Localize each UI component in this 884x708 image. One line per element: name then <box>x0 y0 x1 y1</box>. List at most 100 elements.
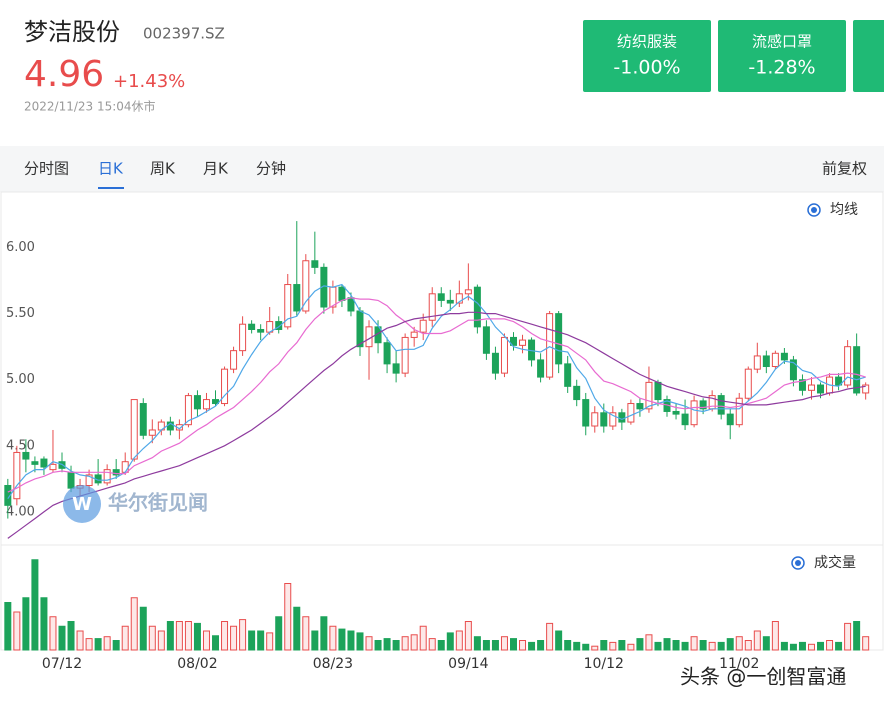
candle-body <box>798 379 806 391</box>
candle-body <box>473 286 481 328</box>
volume-bar <box>645 634 653 651</box>
volume-bar <box>130 597 138 651</box>
volume-bar <box>546 622 554 651</box>
volume-bar <box>609 641 617 651</box>
volume-bar <box>230 625 238 651</box>
volume-bar <box>699 640 707 651</box>
tab-active[interactable]: 日K <box>98 160 124 178</box>
volume-bar <box>383 638 391 651</box>
candle-body <box>546 313 554 378</box>
adjust-toggle[interactable]: 前复权 <box>822 160 867 178</box>
timestamp: 2022/11/23 15:04休市 <box>24 99 156 114</box>
ma-line <box>7 283 866 500</box>
candle-body <box>582 399 590 427</box>
volume-bar <box>636 638 644 651</box>
volume-bar <box>780 641 788 651</box>
sector-card[interactable] <box>718 20 846 92</box>
volume-bar <box>428 638 436 651</box>
candle-body <box>862 384 870 394</box>
candle-body <box>302 260 310 312</box>
volume-bar <box>573 641 581 651</box>
volume-bar <box>193 622 201 651</box>
volume-bar <box>663 638 671 651</box>
tab[interactable]: 分钟 <box>256 160 286 178</box>
volume-bar <box>347 630 355 651</box>
volume-bar <box>257 630 265 651</box>
candle-body <box>4 485 12 506</box>
y-tick-label: 6.00 <box>6 240 35 255</box>
candle-body <box>627 403 635 423</box>
candle-body <box>202 399 210 410</box>
volume-bar <box>239 619 247 651</box>
watermark-logo <box>63 485 101 523</box>
candle-body <box>573 385 581 401</box>
candle-body <box>835 376 843 386</box>
volume-bar <box>284 583 292 651</box>
volume-bar <box>726 638 734 651</box>
candle-body <box>645 381 653 410</box>
volume-bar <box>717 641 725 651</box>
candle-body <box>257 328 265 333</box>
candle-body <box>717 395 725 415</box>
candle-body <box>428 293 436 321</box>
volume-bar <box>690 636 698 651</box>
x-tick-label: 11/02 <box>719 656 759 672</box>
volume-bar <box>744 640 752 651</box>
volume-bar <box>844 622 852 651</box>
volume-bar <box>31 559 39 651</box>
legend-radio-dot <box>811 207 817 213</box>
volume-bar <box>175 621 183 651</box>
x-tick-label: 07/12 <box>42 656 82 672</box>
sector-card[interactable] <box>853 20 884 92</box>
volume-bar <box>762 636 770 651</box>
candle-body <box>744 368 752 399</box>
candle-body <box>239 323 247 352</box>
volume-bar <box>519 640 527 651</box>
candle-body <box>437 293 445 301</box>
volume-bar <box>464 621 472 651</box>
candle-body <box>464 289 472 295</box>
x-tick-label: 09/14 <box>448 656 488 672</box>
volume-bar <box>582 643 590 651</box>
volume-bar <box>139 606 147 651</box>
legend-label: 成交量 <box>814 554 856 571</box>
sector-change: -1.28% <box>748 57 815 79</box>
sector-card[interactable] <box>583 20 711 92</box>
volume-bar <box>293 606 301 651</box>
candle-body <box>636 403 644 410</box>
tab-bar <box>0 146 884 192</box>
price: 4.96 <box>24 54 104 95</box>
volume-bar <box>771 621 779 651</box>
tab[interactable]: 分时图 <box>24 160 69 178</box>
candle-body <box>789 359 797 381</box>
candle-body <box>699 400 707 410</box>
footer-watermark: 头条 @一创智富通 <box>680 665 846 689</box>
candle-body <box>500 336 508 374</box>
watermark-logo-mark: W <box>72 494 92 515</box>
candle-body <box>519 339 527 346</box>
volume-bar <box>311 630 319 651</box>
candle-body <box>482 326 490 354</box>
x-tick-label: 10/12 <box>584 656 624 672</box>
candle-body <box>555 313 563 365</box>
volume-bar <box>835 641 843 651</box>
volume-bar <box>40 597 48 651</box>
plot: 4.00 4.50 5.00 5.50 6.00 07/12 08/02 08/23 09/14… <box>4 221 870 672</box>
volume-bar <box>654 641 662 651</box>
volume-bar <box>600 640 608 651</box>
volume-bar <box>275 616 283 651</box>
volume-bar <box>202 630 210 651</box>
volume-bar <box>681 641 689 651</box>
volume-bar <box>817 641 825 651</box>
candle-body <box>681 413 689 426</box>
candle-body <box>401 336 409 374</box>
tab[interactable]: 周K <box>150 160 176 178</box>
volume-bar <box>22 597 30 651</box>
candle-body <box>248 323 256 330</box>
tab[interactable]: 月K <box>203 160 229 178</box>
volume-bar <box>826 640 834 651</box>
volume-bar <box>148 625 156 651</box>
candle-body <box>600 412 608 427</box>
volume-bar <box>67 621 75 651</box>
candle-body <box>392 363 400 374</box>
